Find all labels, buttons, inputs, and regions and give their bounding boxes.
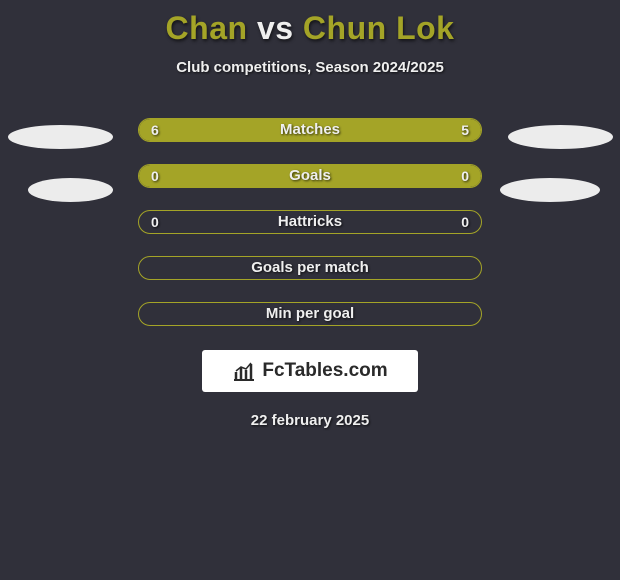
stat-bar-row: 00Goals xyxy=(138,164,482,188)
decorative-ellipse xyxy=(508,125,613,149)
stat-bars: 65Matches 00Goals 00Hattricks Goals per mat… xyxy=(0,118,620,326)
comparison-title: Chan vs Chun Lok xyxy=(0,0,620,47)
stat-label: Goals xyxy=(139,165,481,187)
stat-label: Hattricks xyxy=(139,211,481,233)
stat-bar-row: Min per goal xyxy=(138,302,482,326)
player1-name: Chan xyxy=(166,10,248,46)
stat-bar-row: 65Matches xyxy=(138,118,482,142)
decorative-ellipse xyxy=(28,178,113,202)
date-label: 22 february 2025 xyxy=(0,412,620,429)
chart-icon xyxy=(232,360,256,382)
stat-label: Matches xyxy=(139,119,481,141)
player2-name: Chun Lok xyxy=(303,10,455,46)
subtitle: Club competitions, Season 2024/2025 xyxy=(0,59,620,76)
stat-label: Min per goal xyxy=(139,303,481,325)
stat-bar-row: Goals per match xyxy=(138,256,482,280)
logo-text: FcTables.com xyxy=(262,360,387,382)
vs-label: vs xyxy=(257,10,294,46)
decorative-ellipse xyxy=(500,178,600,202)
decorative-ellipse xyxy=(8,125,113,149)
stat-bar-row: 00Hattricks xyxy=(138,210,482,234)
stat-label: Goals per match xyxy=(139,257,481,279)
logo-box: FcTables.com xyxy=(202,350,418,392)
